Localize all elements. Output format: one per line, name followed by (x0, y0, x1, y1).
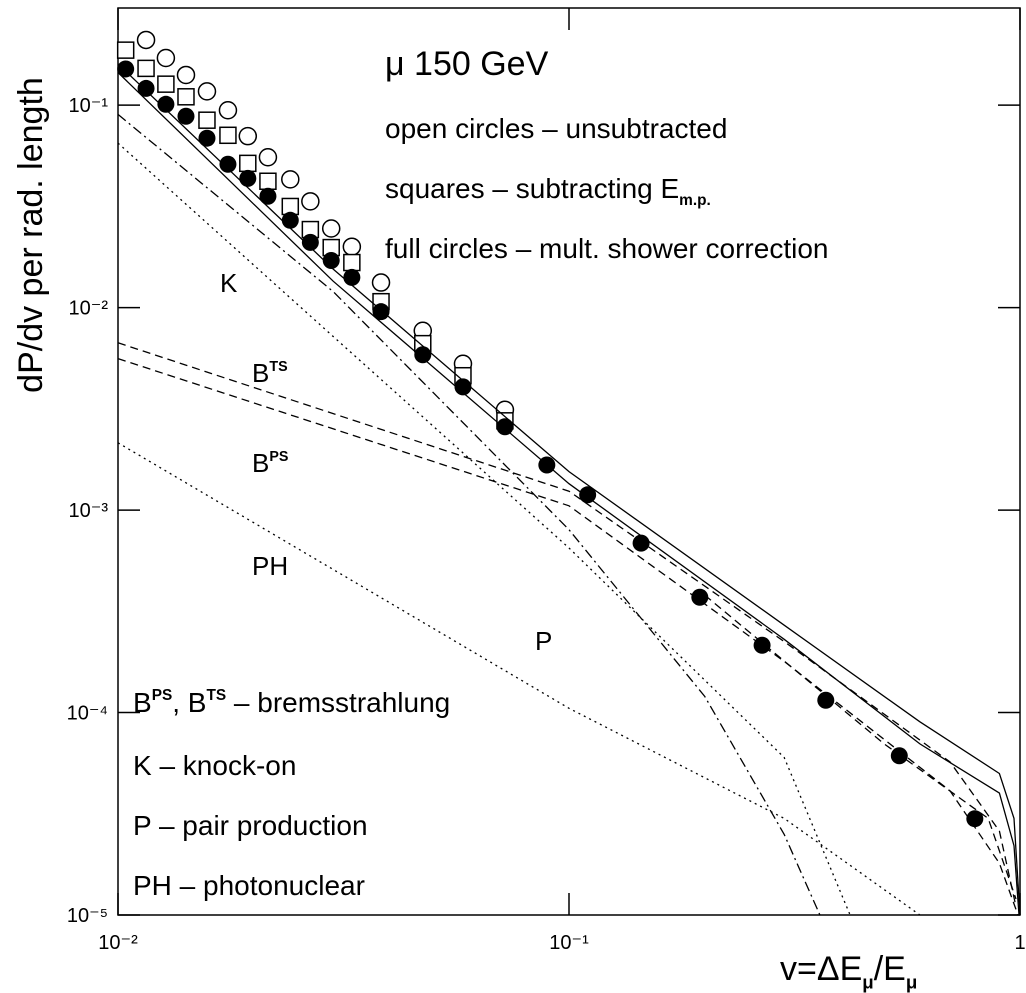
annotation-part: squares – subtracting E (385, 173, 679, 204)
filled-circle-marker (219, 155, 237, 173)
curve (117, 442, 921, 916)
annotation-part: B (133, 687, 152, 718)
y-tick-label: 10⁻³ (69, 500, 109, 522)
annotation: squares – subtracting Em.p. (385, 173, 711, 209)
square-marker (177, 88, 195, 106)
x-tick-label: 10⁻² (98, 932, 138, 954)
square-marker (116, 41, 135, 59)
annotation: P (535, 626, 552, 656)
filled-circle-marker (454, 378, 472, 396)
square-marker (259, 172, 277, 190)
open-circle-marker (371, 273, 391, 292)
annotation-part: m.p. (679, 192, 711, 209)
square-marker (137, 59, 155, 78)
annotation: μ 150 GeV (385, 45, 549, 83)
filled-circle-marker (137, 79, 155, 97)
filled-circle-marker (890, 747, 908, 765)
square-marker (198, 111, 216, 129)
x-axis-title-part: v=ΔE (780, 950, 862, 988)
open-circle-marker (258, 148, 278, 167)
annotation: open circles – unsubtracted (385, 113, 727, 144)
curve (117, 142, 851, 916)
annotation: BPS (252, 448, 288, 478)
filled-circle-marker (579, 486, 597, 504)
open-circle-marker (176, 65, 196, 85)
x-axis-title: v=ΔEμ/Eμ (780, 950, 917, 993)
annotation: PH (252, 551, 288, 581)
annotation-part: PS (152, 687, 173, 704)
y-tick-label: 10⁻⁴ (67, 703, 108, 725)
annotation: P – pair production (133, 810, 368, 841)
open-circle-marker (281, 170, 300, 189)
open-circle-marker (301, 192, 320, 211)
curve (704, 594, 1017, 900)
filled-circle-marker (632, 534, 650, 552)
annotation: K (220, 268, 238, 298)
filled-circle-marker (177, 107, 195, 125)
open-circle-marker (218, 100, 238, 120)
open-circle-marker (197, 82, 217, 101)
annotation-part: P (535, 626, 552, 656)
x-axis-title-part: μ (906, 972, 917, 993)
annotation-part: K (220, 268, 238, 298)
annotation-part: μ 150 GeV (385, 45, 549, 83)
open-circle-marker (156, 48, 176, 68)
filled-circle-marker (496, 418, 514, 436)
x-tick-label: 10⁻¹ (549, 932, 589, 954)
filled-circle-marker (691, 588, 709, 606)
open-circle-marker (321, 219, 341, 238)
square-marker (219, 126, 237, 145)
x-tick-label: 1 (1014, 932, 1025, 954)
filled-circle-marker (753, 636, 771, 654)
filled-circle-marker (372, 303, 390, 321)
y-axis-title: dP/dv per rad. length (12, 77, 50, 393)
annotation-part: full circles – mult. shower correction (385, 233, 828, 264)
square-marker (343, 253, 361, 272)
x-axis-title-part: μ (862, 972, 873, 993)
annotation-part: – bremsstrahlung (226, 687, 450, 718)
annotation: PH – photonuclear (133, 870, 365, 901)
annotation: BPS, BTS – bremsstrahlung (133, 687, 450, 718)
annotation: BTS (252, 358, 288, 388)
curve (117, 63, 1021, 916)
y-tick-label: 10⁻² (69, 298, 109, 320)
open-circle-marker (136, 30, 156, 50)
annotation-part: open circles – unsubtracted (385, 113, 727, 144)
annotation-part: B (252, 448, 269, 478)
filled-circle-marker (117, 60, 135, 78)
filled-circle-marker (414, 346, 432, 364)
filled-circle-marker (281, 211, 299, 229)
filled-circle-marker (301, 233, 319, 251)
open-circle-marker (238, 126, 258, 146)
filled-circle-marker (966, 810, 984, 828)
annotation-part: TS (206, 687, 226, 704)
curve (117, 113, 821, 916)
annotation: K – knock-on (133, 750, 296, 781)
filled-circle-marker (322, 251, 340, 269)
annotation-part: , B (172, 687, 206, 718)
annotation-part: PH (252, 551, 288, 581)
annotation-part: PS (269, 449, 288, 465)
annotation-part: TS (269, 359, 287, 375)
annotation-part: B (252, 358, 269, 388)
y-tick-label: 10⁻⁵ (67, 905, 108, 927)
x-axis-title-part: /E (874, 950, 906, 988)
annotation: full circles – mult. shower correction (385, 233, 828, 264)
filled-circle-marker (157, 95, 175, 113)
filled-circle-marker (343, 268, 361, 286)
filled-circle-marker (817, 691, 835, 709)
open-circle-marker (342, 237, 362, 256)
annotation-part: K – knock-on (133, 750, 296, 781)
filled-circle-marker (198, 129, 216, 147)
curve (117, 342, 1017, 907)
y-tick-label: 10⁻¹ (69, 95, 109, 117)
square-marker (239, 154, 257, 173)
square-marker (157, 75, 175, 93)
filled-circle-marker (259, 187, 277, 205)
annotation-part: P – pair production (133, 810, 368, 841)
annotation-part: PH – photonuclear (133, 870, 365, 901)
filled-circle-marker (239, 169, 257, 187)
